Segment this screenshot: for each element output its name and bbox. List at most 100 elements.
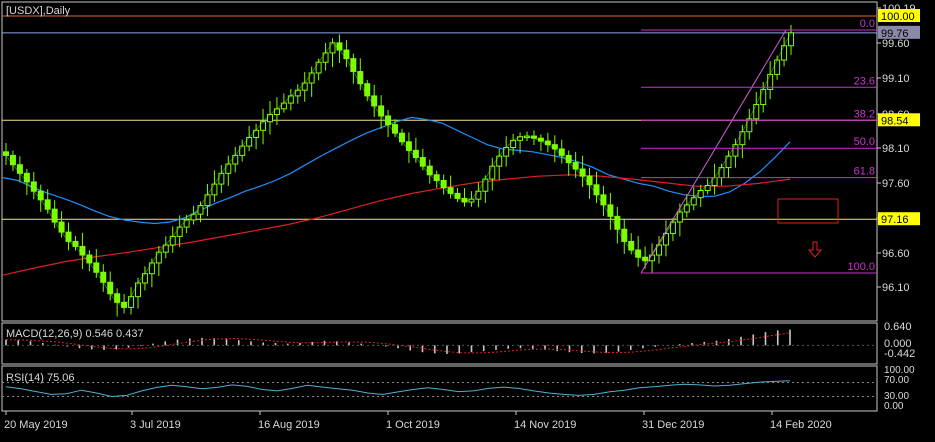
date-tick-label: 1 Oct 2019 <box>386 419 440 431</box>
price-tick-label: 98.10 <box>882 143 910 155</box>
macd-bar <box>764 332 767 346</box>
candle-body <box>781 45 788 61</box>
candle-body <box>114 293 121 303</box>
target-zone-box <box>777 198 839 224</box>
moving-average-fast <box>2 116 791 225</box>
price-tick-label: 96.10 <box>882 282 910 294</box>
candle-body <box>134 282 141 298</box>
macd-bar <box>433 345 436 354</box>
candle-body <box>37 190 44 201</box>
candle-body <box>72 240 79 247</box>
candle-body <box>246 136 253 147</box>
candle-body <box>253 129 260 138</box>
macd-bar <box>544 345 546 350</box>
candle-body <box>593 184 600 196</box>
candle-body <box>364 83 371 97</box>
macd-histogram <box>2 329 877 354</box>
macd-bar <box>127 345 130 348</box>
moving-average-slow <box>2 174 791 276</box>
candle-body <box>662 233 669 246</box>
candle-body <box>58 221 65 233</box>
candle-body <box>273 108 280 116</box>
fibonacci-retracement: 0.0 23.6 38.2 50.0 61.8 100.0 <box>640 18 877 274</box>
fib-level-label: 100.0 <box>847 261 875 273</box>
macd-bar <box>103 345 105 350</box>
candle-body <box>385 115 392 126</box>
candle-body <box>128 296 135 308</box>
macd-bar <box>458 345 461 354</box>
candle-body <box>371 95 378 107</box>
macd-title: MACD(12,26,9) 0.546 0.437 <box>6 328 144 340</box>
macd-bar <box>789 329 791 346</box>
panel-frame-2 <box>1 322 878 365</box>
candle-body <box>51 208 58 223</box>
macd-bar <box>237 340 240 346</box>
candle-body <box>155 251 162 264</box>
macd-bar <box>776 330 779 346</box>
candle-body <box>600 194 607 206</box>
candle-body <box>23 172 30 183</box>
price-tick-label: 97.60 <box>882 178 910 190</box>
rsi-tick-label: 100.00 <box>884 365 915 376</box>
price-label: 99.76 <box>881 28 909 40</box>
price-tick-label: 96.60 <box>882 248 910 260</box>
rsi-title: RSI(14) 75.06 <box>6 372 74 384</box>
down-arrow-icon <box>807 241 823 258</box>
price-tick-label: 99.10 <box>882 73 910 85</box>
candle-body <box>280 102 287 110</box>
candle-body <box>287 95 294 104</box>
candle-body <box>475 190 482 200</box>
candle-body <box>788 32 794 47</box>
fib-level-label: 50.0 <box>854 136 875 148</box>
candle-body <box>607 204 614 217</box>
macd-bar <box>323 340 326 346</box>
candle-body <box>510 139 517 149</box>
macd-bar <box>311 341 314 346</box>
moving-averages <box>2 116 791 276</box>
macd-bar <box>531 345 534 349</box>
panel-frame-3 <box>1 365 878 412</box>
candle-body <box>503 147 510 157</box>
candle-body <box>322 52 329 63</box>
candle-body <box>79 245 86 256</box>
candle-body <box>419 157 426 167</box>
macd-bar <box>29 341 32 346</box>
candle-body <box>315 61 322 74</box>
macd-bar <box>262 342 265 346</box>
macd-bar <box>703 341 706 346</box>
candle-body <box>433 174 440 181</box>
macd-bar <box>617 345 620 352</box>
candle-body <box>44 199 51 210</box>
rsi-tick-label: 30.00 <box>884 391 909 402</box>
macd-bar <box>201 337 203 346</box>
candle-body <box>579 168 586 177</box>
candle-body <box>683 204 690 213</box>
macd-bar <box>90 345 93 350</box>
candle-body <box>9 154 16 166</box>
candle-body <box>30 181 37 192</box>
candle-body <box>211 183 218 196</box>
candle-body <box>753 104 760 120</box>
macd-bar <box>421 345 424 353</box>
macd-bar <box>176 339 179 346</box>
candle-body <box>107 281 114 295</box>
candle-body <box>586 175 593 186</box>
main-chart-title: [USDX],Daily <box>6 5 71 17</box>
fib-level-label: 23.6 <box>854 75 875 87</box>
candle-body <box>489 165 496 180</box>
date-tick-label: 31 Dec 2019 <box>642 419 704 431</box>
candle-body <box>676 211 683 223</box>
candle-body <box>669 221 676 235</box>
candle-body <box>725 155 732 169</box>
macd-bar <box>495 345 497 350</box>
candle-body <box>86 254 93 264</box>
macd-bar <box>556 345 559 352</box>
macd-bar <box>139 345 142 346</box>
macd-bar <box>286 343 289 346</box>
macd-tick-label: -0.442 <box>884 348 915 360</box>
date-tick-label: 3 Jul 2019 <box>130 419 181 431</box>
macd-bar <box>250 341 252 346</box>
price-label-bg <box>878 212 920 226</box>
